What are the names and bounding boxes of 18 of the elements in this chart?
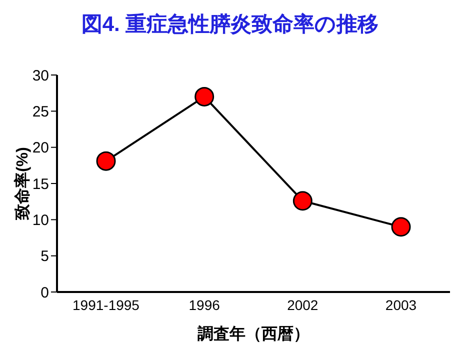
y-tick-label: 30	[32, 67, 49, 84]
x-tick-label: 1996	[188, 296, 220, 313]
point	[194, 86, 214, 106]
y-tick-label: 5	[40, 248, 49, 266]
y-axis-title: 致命率(%)	[12, 147, 32, 221]
y-tick-label: 20	[32, 140, 49, 157]
chart-title: 図4. 重症急性膵炎致命率の推移	[80, 12, 380, 38]
y-tick-label: 0	[40, 284, 49, 302]
x-tick-label: 2003	[385, 296, 417, 313]
y-tick-label: 25	[32, 103, 49, 120]
y-tick-label: 15	[32, 176, 49, 193]
point	[96, 151, 116, 171]
point	[391, 217, 411, 237]
x-tick-label: 1991-1995	[72, 296, 140, 313]
point	[292, 191, 312, 211]
y-tick-label: 10	[32, 212, 49, 229]
x-axis-title: 調査年（西暦）	[198, 325, 310, 343]
x-tick-label: 2002	[287, 296, 318, 313]
